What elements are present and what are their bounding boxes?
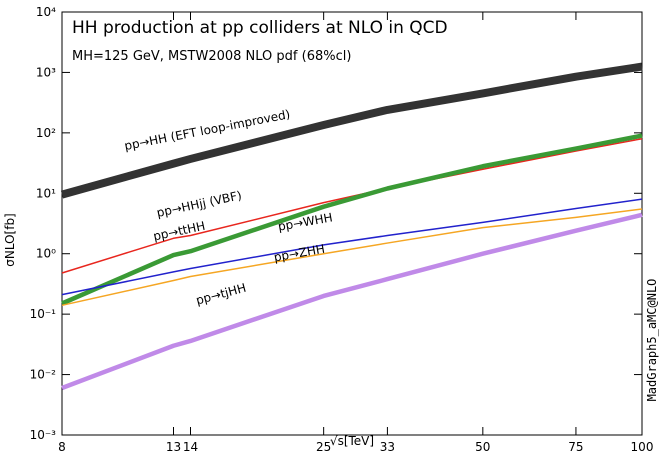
series-line <box>61 208 643 307</box>
x-tick-label: 33 <box>380 440 395 452</box>
series-line <box>61 198 643 296</box>
x-tick-label: 100 <box>631 440 654 452</box>
annotation: MadGraph5_aMC@NLO <box>645 279 659 402</box>
y-tick-label: 10³ <box>36 65 56 79</box>
y-tick-label: 10⁻³ <box>30 428 57 442</box>
y-tick-label: 10² <box>36 126 56 140</box>
x-tick-label: 25 <box>316 440 331 452</box>
curve-label: pp→tjHH <box>194 281 247 308</box>
curve-label: pp→HHjj (VBF) <box>155 188 243 220</box>
y-tick-label: 10⁻² <box>30 368 57 382</box>
series-line <box>60 62 643 199</box>
x-tick-label: 8 <box>58 440 66 452</box>
y-tick-label: 10¹ <box>36 186 56 200</box>
series-line <box>61 212 643 391</box>
y-tick-label: 10⁰ <box>36 247 56 261</box>
series-line <box>61 137 643 274</box>
curve-label: pp→ttHH <box>152 219 207 244</box>
chart-title: HH production at pp colliders at NLO in … <box>72 18 448 38</box>
x-tick-label: 13 <box>166 440 181 452</box>
x-tick-label: 14 <box>183 440 198 452</box>
plot-frame <box>61 11 643 436</box>
curve-label: pp→HH (EFT loop-improved) <box>123 107 291 153</box>
curve-label: pp→ZHH <box>273 242 326 265</box>
y-tick-label: 10⁻¹ <box>30 307 57 321</box>
x-tick-label: 75 <box>568 440 583 452</box>
x-axis-label: √s[TeV] <box>330 434 374 448</box>
y-tick-label: 10⁴ <box>36 5 56 19</box>
chart-subtitle: MH=125 GeV, MSTW2008 NLO pdf (68%cl) <box>72 49 351 64</box>
series-line <box>61 133 643 306</box>
y-axis-label: σNLO[fb] <box>3 213 17 267</box>
x-tick-label: 50 <box>475 440 490 452</box>
